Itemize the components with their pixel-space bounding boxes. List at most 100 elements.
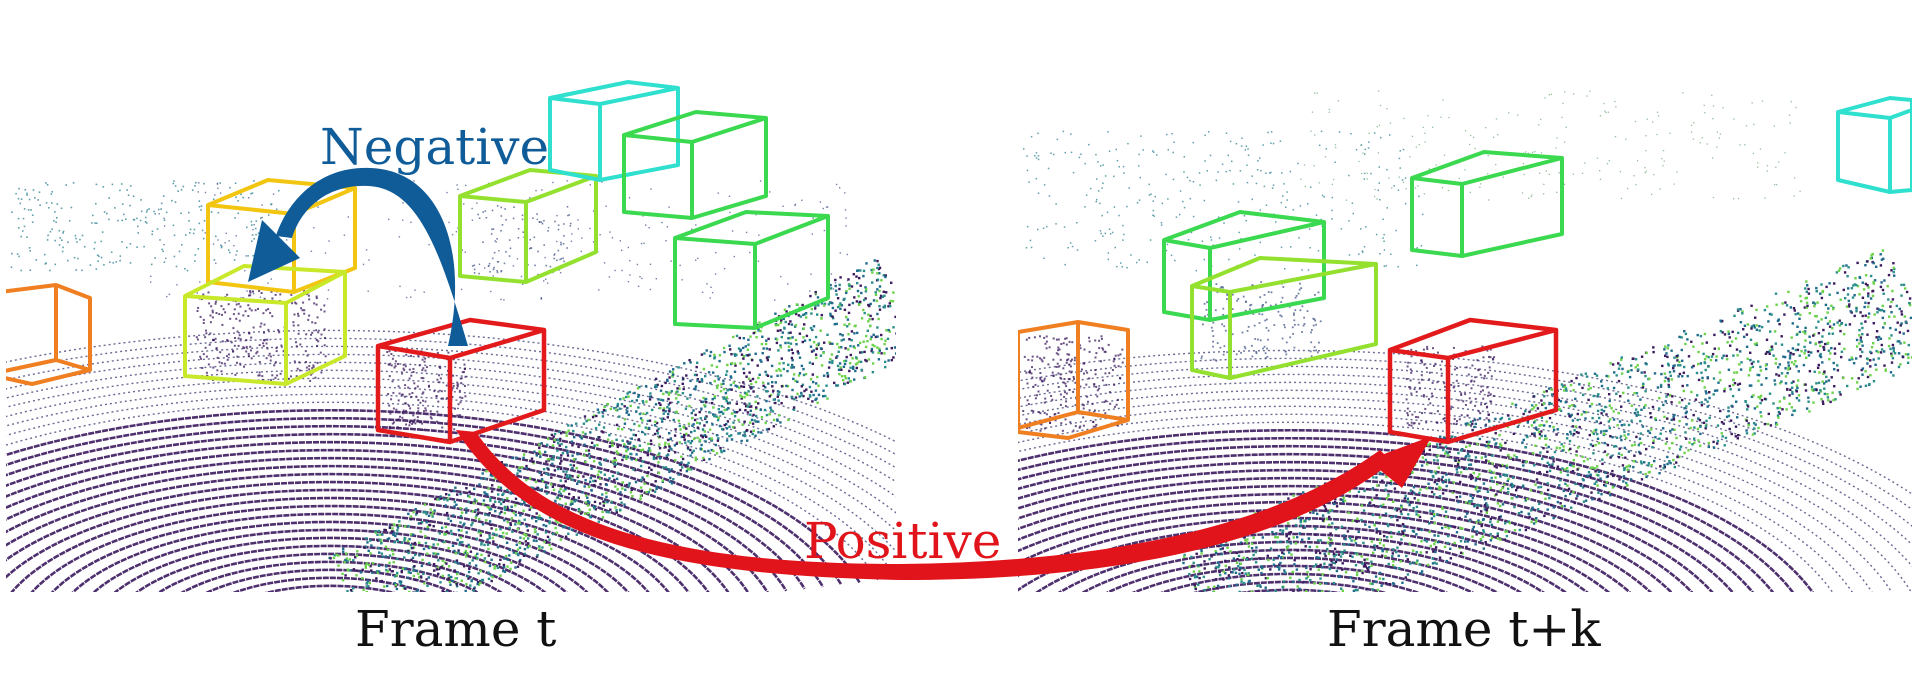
lidar-point [615, 423, 619, 427]
lidar-point [388, 526, 392, 529]
lidar-point [1785, 304, 1789, 307]
lidar-point [522, 537, 526, 540]
lidar-point [751, 358, 754, 362]
lidar-point [1427, 444, 1430, 447]
lidar-point [696, 361, 699, 364]
lidar-point [703, 352, 706, 355]
lidar-point [251, 192, 254, 194]
lidar-point [1591, 466, 1594, 469]
lidar-point [487, 487, 490, 490]
lidar-point [616, 452, 620, 455]
lidar-point [1320, 590, 1324, 592]
lidar-point [481, 523, 485, 526]
lidar-point [252, 254, 254, 257]
lidar-point [1351, 555, 1354, 559]
lidar-point [495, 241, 497, 243]
lidar-point [1378, 516, 1382, 519]
lidar-point [492, 268, 495, 271]
lidar-point [1461, 440, 1465, 443]
lidar-point [587, 418, 590, 422]
lidar-point [782, 205, 784, 207]
lidar-point [194, 254, 197, 256]
lidar-point [583, 485, 586, 488]
lidar-point [1880, 258, 1884, 261]
lidar-point [448, 593, 450, 595]
lidar-point [772, 389, 775, 392]
lidar-point [126, 246, 128, 249]
lidar-point [503, 519, 506, 522]
lidar-point [303, 309, 306, 312]
lidar-point [557, 224, 560, 226]
ground-ring [1018, 421, 1834, 592]
lidar-point [1329, 532, 1332, 535]
lidar-point [1664, 376, 1667, 379]
lidar-point [501, 531, 505, 535]
lidar-point [747, 354, 750, 357]
lidar-point [815, 356, 818, 360]
lidar-point [273, 364, 276, 367]
lidar-point [662, 392, 665, 396]
lidar-point [654, 384, 657, 387]
ground-ring [6, 408, 861, 584]
lidar-point [314, 322, 317, 325]
lidar-point [356, 550, 359, 553]
lidar-point [1249, 628, 1251, 630]
lidar-point [1798, 317, 1801, 320]
lidar-point [679, 264, 681, 267]
lidar-point [421, 358, 424, 361]
lidar-point [1235, 583, 1238, 586]
lidar-point [1880, 308, 1884, 312]
lidar-point [392, 407, 395, 410]
lidar-point [423, 360, 426, 363]
lidar-point [454, 407, 456, 410]
lidar-point [430, 417, 433, 420]
lidar-point [1468, 500, 1471, 503]
lidar-point [1210, 555, 1213, 558]
lidar-point [424, 541, 428, 545]
lidar-point [539, 452, 542, 455]
lidar-point [509, 492, 513, 495]
lidar-point [759, 180, 762, 182]
lidar-point [1605, 429, 1608, 433]
lidar-point [845, 355, 848, 359]
lidar-point [1525, 460, 1528, 464]
lidar-point [521, 218, 524, 221]
lidar-point [441, 574, 444, 578]
lidar-point [1745, 333, 1749, 336]
lidar-point [855, 300, 859, 303]
lidar-point [1733, 371, 1736, 374]
ground-ring [205, 568, 455, 592]
lidar-point [1464, 515, 1467, 518]
lidar-point [1390, 566, 1393, 569]
lidar-point [429, 545, 432, 549]
lidar-point [1681, 398, 1684, 402]
lidar-point [1335, 505, 1339, 508]
lidar-point [683, 438, 686, 441]
lidar-point [489, 523, 492, 526]
lidar-point [822, 374, 826, 377]
lidar-point [1859, 355, 1862, 358]
lidar-point [689, 379, 692, 383]
lidar-point [1459, 551, 1463, 554]
lidar-point [625, 457, 628, 460]
lidar-point [1378, 577, 1382, 580]
lidar-point [742, 355, 746, 358]
lidar-point [523, 518, 526, 521]
lidar-point [412, 414, 415, 417]
lidar-point [465, 511, 468, 514]
lidar-point [442, 540, 445, 543]
lidar-point [685, 469, 689, 473]
lidar-point [685, 374, 688, 377]
lidar-point [137, 225, 139, 228]
lidar-point [1390, 516, 1393, 519]
lidar-point [196, 310, 199, 312]
lidar-point [484, 492, 487, 495]
lidar-point [1839, 267, 1842, 270]
lidar-point [199, 355, 202, 358]
lidar-point [633, 391, 636, 395]
lidar-point [560, 460, 563, 463]
lidar-point [465, 555, 468, 558]
lidar-point [1279, 561, 1282, 565]
lidar-point [1524, 528, 1528, 532]
lidar-point [419, 530, 422, 533]
